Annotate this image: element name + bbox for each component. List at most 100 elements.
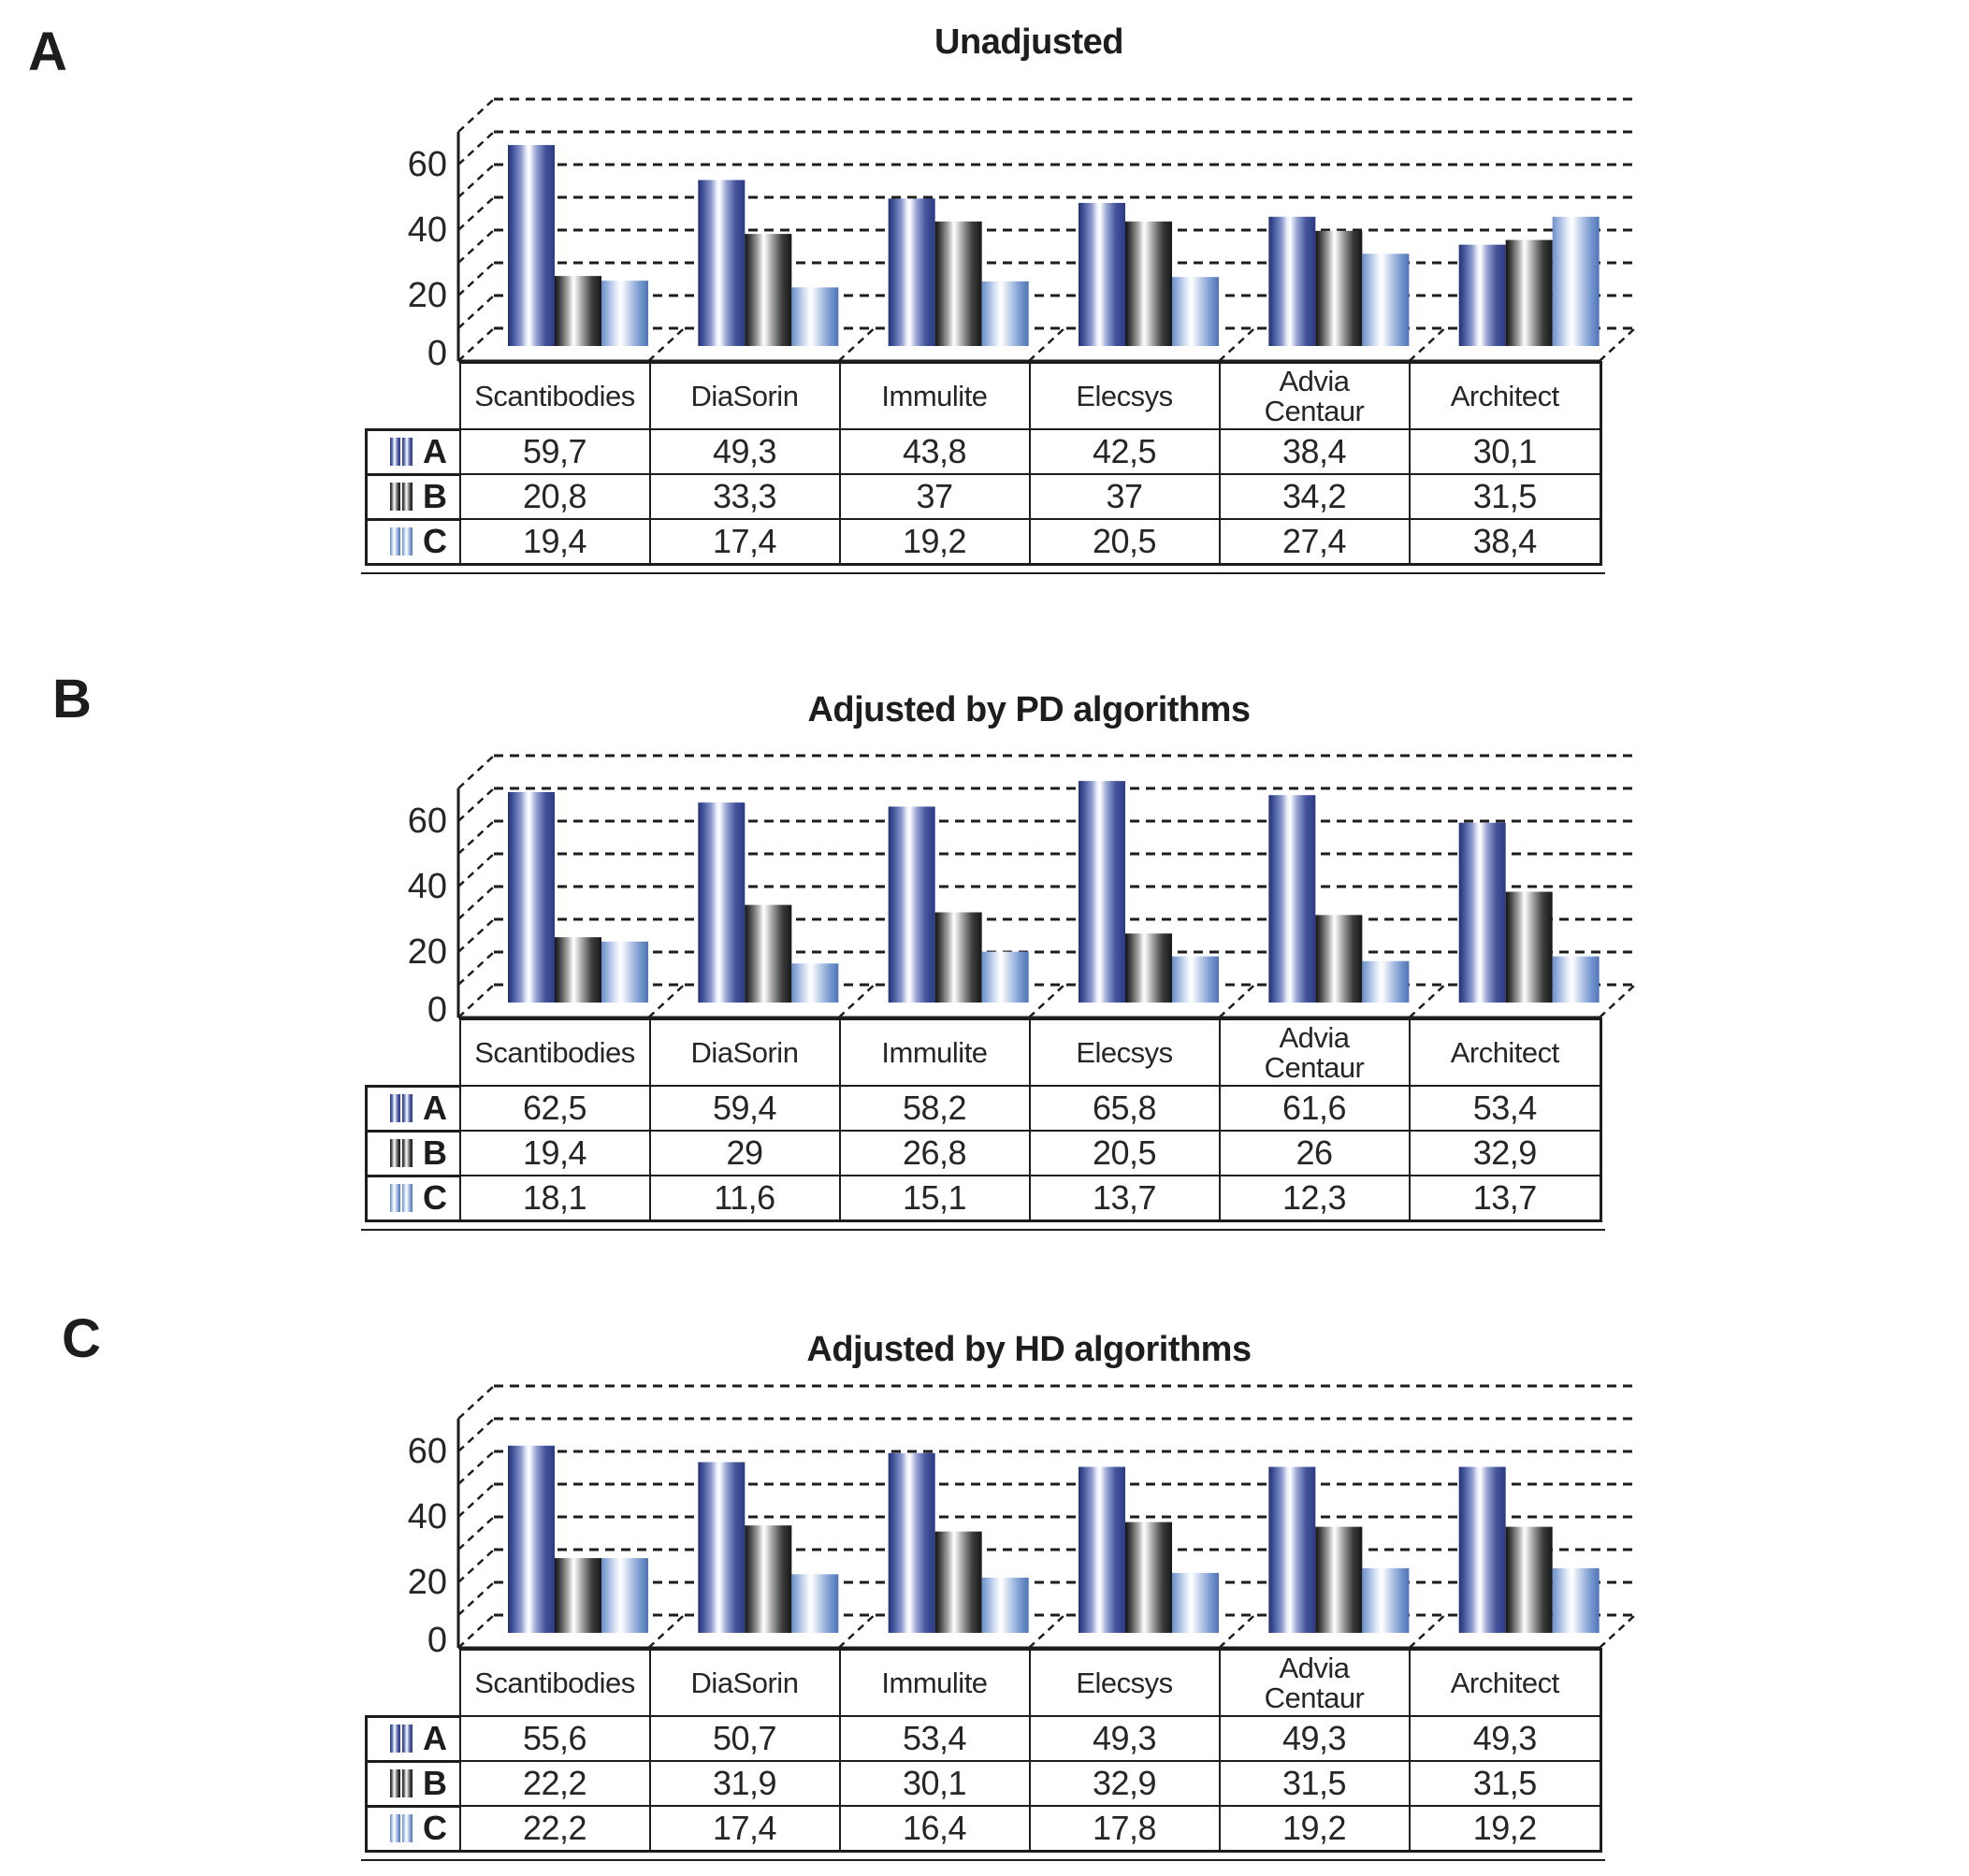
grid-depth-connector [457, 918, 495, 953]
grid-depth-connector [457, 131, 495, 166]
chart-title: Adjusted by HD algorithms [806, 1330, 1252, 1369]
legend-cell-a: A [365, 1714, 461, 1762]
bar-b-advia-centaur [1315, 915, 1363, 1003]
column-header-architect: Architect [1408, 1648, 1602, 1717]
panel-c: C Adjusted by HD algorithms 0 20 40 60 Scantib… [0, 1287, 1969, 1876]
value-cell-a-diasorin: 50,7 [648, 1715, 841, 1762]
grid-depth-connector [457, 229, 495, 264]
grid-depth-connector [457, 164, 495, 198]
bar-b-elecsys [1124, 933, 1172, 1003]
value-cell-a-advia-centaur: 49,3 [1218, 1715, 1411, 1762]
grid-depth-connector [457, 1549, 495, 1583]
y-tick-label-60: 60 [408, 801, 447, 841]
value-cell-b-elecsys: 20,5 [1028, 1130, 1221, 1176]
values-table: Scantibodies DiaSorin Immulite Elecsys Advia… [365, 1648, 1602, 1853]
bar-b-diasorin [745, 234, 792, 346]
gridlines [457, 754, 1636, 1018]
bar-a-advia-centaur [1268, 795, 1316, 1003]
grid-depth-connector [457, 755, 495, 789]
value-cell-b-advia-centaur: 31,5 [1218, 1760, 1411, 1807]
floor-separator [837, 984, 876, 1018]
y-tick-label-40: 40 [408, 867, 447, 906]
legend-cell-c: C [365, 517, 461, 566]
value-cell-a-scantibodies: 59,7 [458, 428, 651, 475]
value-cell-c-advia-centaur: 12,3 [1218, 1175, 1411, 1222]
bar-c-advia-centaur [1362, 1567, 1410, 1633]
bar-c-architect [1552, 1567, 1600, 1633]
series-label-c: C [423, 1809, 447, 1847]
column-header-advia-centaur: Advia Centaur [1218, 361, 1411, 430]
table-row-b: B 19,4 29 26,8 20,5 26 32,9 [365, 1129, 1602, 1176]
bar-a-immulite [888, 806, 935, 1003]
table-corner-spacer [367, 1019, 460, 1087]
bar-b-advia-centaur [1315, 1526, 1363, 1633]
table-row-b: B 20,8 33,3 37 37 34,2 31,5 [365, 472, 1602, 520]
table-bottom-rule [361, 572, 1605, 574]
table-row-a: A 55,6 50,7 53,4 49,3 49,3 49,3 [365, 1714, 1602, 1762]
series-b-swatch-icon [390, 1139, 413, 1167]
value-cell-b-advia-centaur: 34,2 [1218, 473, 1411, 520]
value-cell-b-architect: 31,5 [1408, 473, 1602, 520]
series-label-c: C [423, 522, 447, 560]
series-a-swatch-icon [390, 1094, 413, 1122]
value-cell-c-scantibodies: 18,1 [458, 1175, 651, 1222]
grid-depth-connector [457, 886, 495, 920]
series-label-b: B [423, 1133, 447, 1172]
column-header-advia-centaur: Advia Centaur [1218, 1017, 1411, 1087]
floor-separator [1028, 1614, 1065, 1649]
column-header-elecsys: Elecsys [1028, 361, 1221, 430]
grid-depth-connector [457, 196, 495, 231]
grid-depth-connector [457, 1385, 495, 1420]
bar-b-scantibodies [555, 1558, 601, 1633]
value-cell-a-immulite: 58,2 [838, 1085, 1031, 1132]
legend-cell-a: A [365, 427, 461, 475]
series-label-a: A [423, 1089, 447, 1127]
bar-b-immulite [934, 912, 982, 1003]
column-header-diasorin: DiaSorin [648, 1017, 841, 1087]
bar-b-diasorin [745, 904, 792, 1003]
series-a-swatch-icon [390, 438, 413, 466]
value-cell-a-diasorin: 59,4 [648, 1085, 841, 1132]
floor-separator [1599, 984, 1636, 1018]
bar-b-diasorin [745, 1525, 792, 1633]
values-table: Scantibodies DiaSorin Immulite Elecsys Advia… [365, 361, 1602, 566]
chart-3d: 0 20 40 60 [408, 97, 1636, 373]
y-tick-label-0: 0 [427, 334, 447, 373]
column-header-immulite: Immulite [838, 1017, 1031, 1087]
column-header-scantibodies: Scantibodies [458, 1648, 651, 1717]
series-b-swatch-icon [390, 1769, 413, 1797]
table-bottom-rule [361, 1229, 1605, 1231]
floor-separator [1599, 327, 1636, 362]
bar-c-architect [1552, 216, 1600, 346]
bar-a-architect [1458, 1466, 1506, 1633]
series-b-swatch-icon [390, 483, 413, 511]
series-c-swatch-icon [390, 1184, 413, 1212]
bar-a-elecsys [1078, 781, 1125, 1003]
bar-b-architect [1505, 239, 1553, 346]
bar-a-architect [1458, 244, 1506, 346]
value-cell-b-architect: 32,9 [1408, 1130, 1602, 1176]
value-cell-a-architect: 30,1 [1408, 428, 1602, 475]
bar-c-immulite [981, 951, 1029, 1003]
bar-c-diasorin [791, 287, 839, 346]
value-cell-b-advia-centaur: 26 [1218, 1130, 1411, 1176]
legend-cell-c: C [365, 1804, 461, 1853]
value-cell-b-immulite: 37 [838, 473, 1031, 520]
value-cell-b-diasorin: 29 [648, 1130, 841, 1176]
value-cell-c-advia-centaur: 27,4 [1218, 518, 1411, 566]
floor-separator [647, 984, 686, 1018]
column-header-advia-centaur: Advia Centaur [1218, 1648, 1411, 1717]
column-header-scantibodies: Scantibodies [458, 361, 651, 430]
value-cell-c-elecsys: 13,7 [1028, 1175, 1221, 1222]
grid-depth-connector [457, 1614, 495, 1649]
column-header-diasorin: DiaSorin [648, 1648, 841, 1717]
floor-separator [1218, 984, 1256, 1018]
bar-c-immulite [981, 1577, 1029, 1633]
value-cell-a-immulite: 53,4 [838, 1715, 1031, 1762]
floor-separator [1218, 1614, 1256, 1649]
bar-c-advia-centaur [1362, 253, 1410, 346]
bar-a-scantibodies [508, 145, 555, 346]
value-cell-a-scantibodies: 62,5 [458, 1085, 651, 1132]
floor-separator [647, 1614, 686, 1649]
legend-cell-b: B [365, 472, 461, 520]
